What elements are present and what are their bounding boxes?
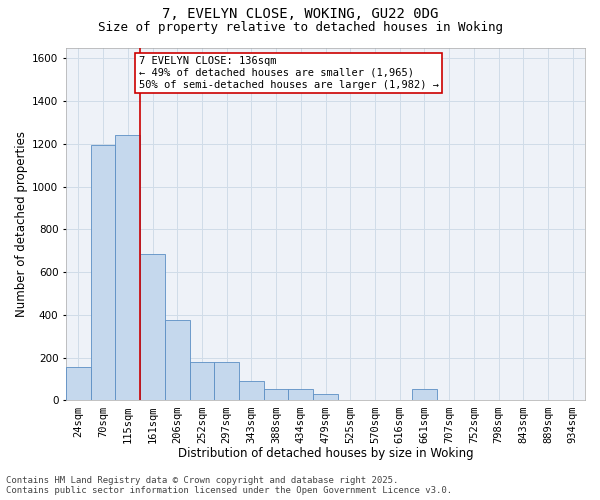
Y-axis label: Number of detached properties: Number of detached properties [15, 131, 28, 317]
Bar [140, 254, 165, 400]
X-axis label: Distribution of detached houses by size in Woking: Distribution of detached houses by size … [178, 447, 473, 460]
Text: Contains HM Land Registry data © Crown copyright and database right 2025.
Contai: Contains HM Land Registry data © Crown c… [6, 476, 452, 495]
Bar [214, 362, 239, 401]
Bar [190, 362, 214, 401]
Text: 7 EVELYN CLOSE: 136sqm
← 49% of detached houses are smaller (1,965)
50% of semi-: 7 EVELYN CLOSE: 136sqm ← 49% of detached… [139, 56, 439, 90]
Bar [165, 320, 190, 400]
Bar [264, 388, 289, 400]
Bar [412, 388, 437, 400]
Bar [91, 145, 115, 401]
Text: Size of property relative to detached houses in Woking: Size of property relative to detached ho… [97, 21, 503, 34]
Bar [289, 388, 313, 400]
Bar [66, 368, 91, 400]
Text: 7, EVELYN CLOSE, WOKING, GU22 0DG: 7, EVELYN CLOSE, WOKING, GU22 0DG [162, 8, 438, 22]
Bar [239, 381, 264, 400]
Bar [115, 135, 140, 400]
Bar [313, 394, 338, 400]
